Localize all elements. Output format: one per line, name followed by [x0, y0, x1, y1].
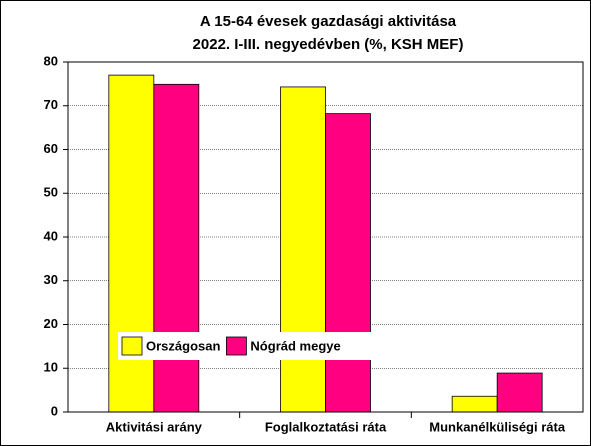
bar: [108, 74, 155, 413]
legend-swatch: [226, 336, 247, 356]
legend-label: Nógrád megye: [250, 338, 340, 353]
x-tick-label: Munkanélküliségi ráta: [429, 419, 566, 434]
y-tick-label: 30: [44, 272, 58, 287]
x-tick-label: Aktivitási arány: [106, 419, 203, 434]
chart-title: A 15-64 évesek gazdasági aktivitása: [200, 13, 457, 30]
y-tick-label: 80: [44, 53, 58, 68]
x-tick-label: Foglalkoztatási ráta: [265, 419, 387, 434]
bar: [153, 83, 200, 413]
bar: [280, 86, 326, 413]
legend-box: [118, 332, 388, 360]
bar: [451, 395, 498, 413]
plot-border: [67, 61, 584, 413]
y-tick-label: 50: [44, 185, 58, 200]
y-tick-label: 40: [44, 228, 58, 243]
bar: [325, 113, 371, 413]
y-tick-label: 10: [44, 360, 58, 375]
bar: [496, 372, 543, 413]
y-tick-label: 20: [44, 316, 58, 331]
y-tick-label: 0: [51, 403, 58, 418]
y-tick-label: 70: [44, 97, 58, 112]
legend-label: Országosan: [146, 338, 220, 353]
y-tick-label: 60: [44, 141, 58, 156]
chart-title: 2022. I-III. negyedévben (%, KSH MEF): [193, 36, 464, 53]
legend-swatch: [121, 336, 143, 356]
